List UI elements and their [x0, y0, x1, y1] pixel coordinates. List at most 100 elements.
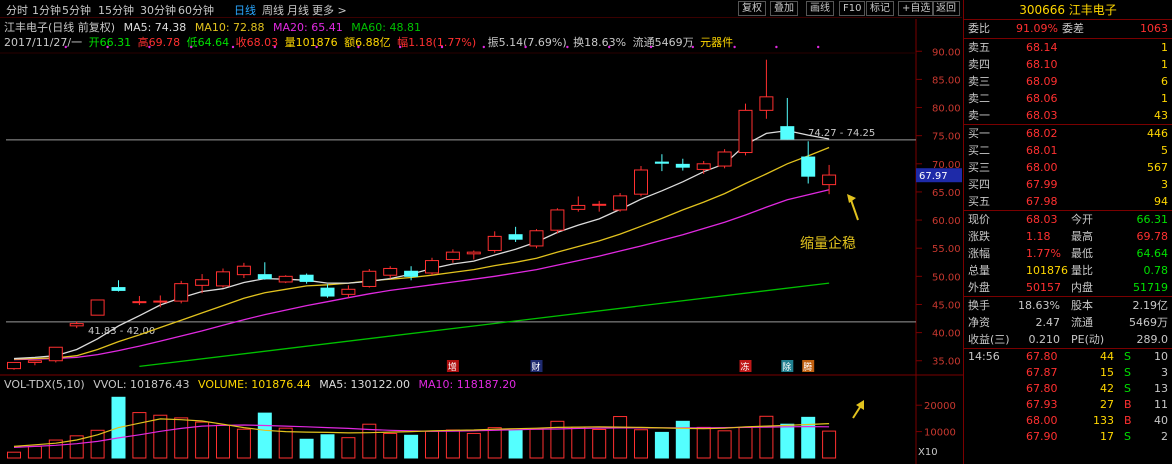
- tick-price: 67.93: [1026, 398, 1058, 411]
- event-badge-label: 除: [782, 361, 791, 373]
- tick-side: S: [1124, 350, 1131, 363]
- candle-body: [487, 235, 502, 251]
- tool-button[interactable]: 叠加: [770, 1, 798, 16]
- annotation-arrowhead: [847, 194, 856, 203]
- period-tab[interactable]: 5分钟: [62, 4, 91, 17]
- volume-bar: [299, 438, 314, 459]
- signal-dot: [691, 45, 694, 49]
- event-badge: [781, 360, 794, 372]
- tick-price: 67.80: [1026, 350, 1058, 363]
- ask-row: 卖一 68.03 43: [964, 107, 1172, 124]
- volume-bar: [801, 416, 816, 459]
- stat-row: 涨跌 1.18 最高 69.78: [964, 228, 1172, 245]
- volume-ma5-line: [13, 418, 830, 447]
- bid-qty: 5: [1161, 144, 1168, 157]
- y-axis-tick-label: 85.00: [932, 75, 961, 86]
- price-header-line2: 2017/11/27/一 开66.31 高69.78 低64.64 收68.03…: [4, 34, 738, 50]
- bid-level-label: 买五: [968, 195, 990, 208]
- volume-bar: [195, 421, 210, 459]
- tick-row: 67.93 27 B 11: [964, 397, 1172, 413]
- stat-value: 66.31: [1136, 213, 1169, 226]
- bid-level-label: 买一: [968, 127, 990, 140]
- tool-button[interactable]: 复权: [738, 1, 766, 16]
- fundamental-label: 收益(三): [968, 333, 1010, 346]
- open-label: 开66.31: [88, 36, 132, 49]
- period-tab[interactable]: 1分钟: [32, 4, 61, 17]
- signal-dot: [608, 45, 611, 49]
- volume-bar: [550, 420, 565, 459]
- ratio-label: 委比: [968, 22, 990, 35]
- kline-chart[interactable]: 90.00 85.00 80.00 75.00 70.00 65.00 60.00 55.00…: [0, 0, 963, 464]
- period-tab[interactable]: 60分钟: [178, 4, 214, 17]
- tool-button[interactable]: 画线: [806, 1, 834, 16]
- candle-body: [278, 275, 293, 283]
- turnover-label: 换18.63%: [573, 36, 627, 49]
- period-tab[interactable]: 日线: [234, 4, 256, 17]
- tool-button[interactable]: 标记: [866, 1, 894, 16]
- ask-level-label: 卖二: [968, 92, 990, 105]
- tool-button[interactable]: 返回: [932, 1, 960, 16]
- period-tab[interactable]: 周线: [262, 4, 284, 17]
- volume-bar: [717, 430, 732, 459]
- bid-level-label: 买四: [968, 178, 990, 191]
- volume-bar: [320, 434, 335, 459]
- period-tab[interactable]: 15分钟: [98, 4, 134, 17]
- ask-row: 卖三 68.09 6: [964, 73, 1172, 90]
- period-tab[interactable]: 月线: [287, 4, 309, 17]
- candle-body: [362, 270, 377, 287]
- candle-body: [132, 301, 147, 304]
- candle-body: [801, 156, 816, 177]
- tick-row: 14:56 67.80 44 S 10: [964, 349, 1172, 365]
- fundamental-value: 18.63%: [1018, 299, 1060, 312]
- stat-value: 101876: [1026, 264, 1068, 277]
- candle-body: [404, 270, 419, 277]
- period-tab[interactable]: 30分钟: [140, 4, 176, 17]
- float-label: 流通5469万: [632, 36, 694, 49]
- signal-dot: [399, 45, 402, 49]
- fundamental-value: 2.19亿: [1132, 299, 1169, 312]
- candle-body: [634, 169, 648, 195]
- candle-body: [383, 267, 398, 276]
- stat-row: 现价 68.03 今开 66.31: [964, 211, 1172, 228]
- volume-bar: [508, 430, 523, 459]
- stat-label: 现价: [968, 213, 990, 226]
- volume-bar: [90, 429, 105, 459]
- volume-header: VOL-TDX(5,10) VVOL: 101876.43 VOLUME: 10…: [4, 378, 521, 391]
- candle-body: [780, 126, 795, 140]
- ask-level-label: 卖三: [968, 75, 990, 88]
- fundamental-value: 5469万: [1129, 316, 1168, 329]
- ratio-diff-value: 1063: [1140, 22, 1168, 35]
- tool-button[interactable]: +自选: [898, 1, 935, 16]
- tool-button[interactable]: F10: [839, 1, 866, 16]
- candle-body: [592, 203, 607, 206]
- event-badge-label: 财: [532, 361, 541, 373]
- vvol-label: VVOL: 101876.43: [93, 378, 190, 391]
- ask-price: 68.03: [1026, 109, 1058, 122]
- candle-body: [341, 288, 356, 295]
- fundamental-label: 股本: [1071, 299, 1093, 312]
- volume-bar: [696, 426, 711, 459]
- signal-dot: [524, 45, 527, 49]
- volume-bar: [466, 432, 481, 459]
- period-tab[interactable]: 分时: [6, 4, 28, 17]
- volume-bar: [425, 430, 439, 459]
- period-tab[interactable]: 更多 >: [312, 4, 347, 17]
- bid-row: 买一 68.02 446: [964, 125, 1172, 142]
- y-axis-tick-label: 40.00: [932, 329, 961, 340]
- stat-value: 50157: [1026, 281, 1061, 294]
- bid-row: 买二 68.01 5: [964, 142, 1172, 159]
- y-axis-tick-label: 75.00: [932, 132, 961, 143]
- stat-value: 69.78: [1136, 230, 1169, 243]
- candle-body: [445, 251, 460, 260]
- signal-dot: [566, 45, 569, 49]
- candle-body: [466, 251, 481, 255]
- volume-bar: [654, 431, 669, 459]
- volume-label: 量101876: [284, 36, 338, 49]
- volume-bar: [822, 430, 837, 459]
- fundamental-row: 收益(三) 0.210 PE(动) 289.0: [964, 331, 1172, 348]
- ratio-value: 91.09%: [1016, 22, 1058, 35]
- ask-qty: 43: [1154, 109, 1168, 122]
- candle-body: [7, 361, 21, 370]
- tick-price: 67.87: [1026, 366, 1058, 379]
- y-axis-tick-label: 55.00: [932, 244, 961, 255]
